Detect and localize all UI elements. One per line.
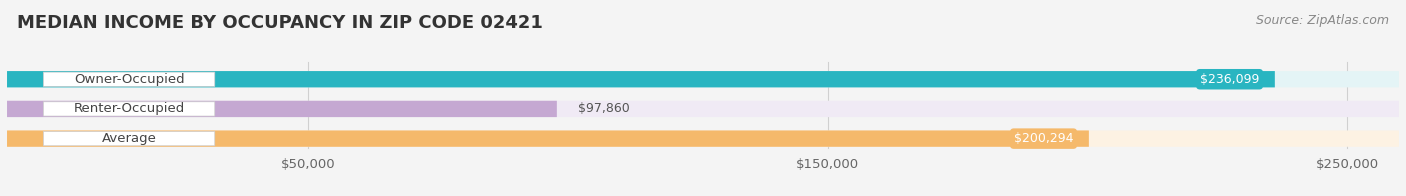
Text: $200,294: $200,294 — [1014, 132, 1073, 145]
FancyBboxPatch shape — [7, 71, 1275, 87]
Text: MEDIAN INCOME BY OCCUPANCY IN ZIP CODE 02421: MEDIAN INCOME BY OCCUPANCY IN ZIP CODE 0… — [17, 14, 543, 32]
FancyBboxPatch shape — [44, 132, 215, 146]
Text: Owner-Occupied: Owner-Occupied — [73, 73, 184, 86]
FancyBboxPatch shape — [7, 71, 1399, 87]
FancyBboxPatch shape — [7, 101, 1399, 117]
FancyBboxPatch shape — [44, 72, 215, 86]
FancyBboxPatch shape — [7, 131, 1399, 147]
Text: Average: Average — [101, 132, 156, 145]
FancyBboxPatch shape — [44, 102, 215, 116]
FancyBboxPatch shape — [7, 131, 1088, 147]
Text: Source: ZipAtlas.com: Source: ZipAtlas.com — [1256, 14, 1389, 27]
Text: $97,860: $97,860 — [578, 103, 630, 115]
Text: $236,099: $236,099 — [1199, 73, 1260, 86]
FancyBboxPatch shape — [7, 101, 557, 117]
Text: Renter-Occupied: Renter-Occupied — [73, 103, 184, 115]
